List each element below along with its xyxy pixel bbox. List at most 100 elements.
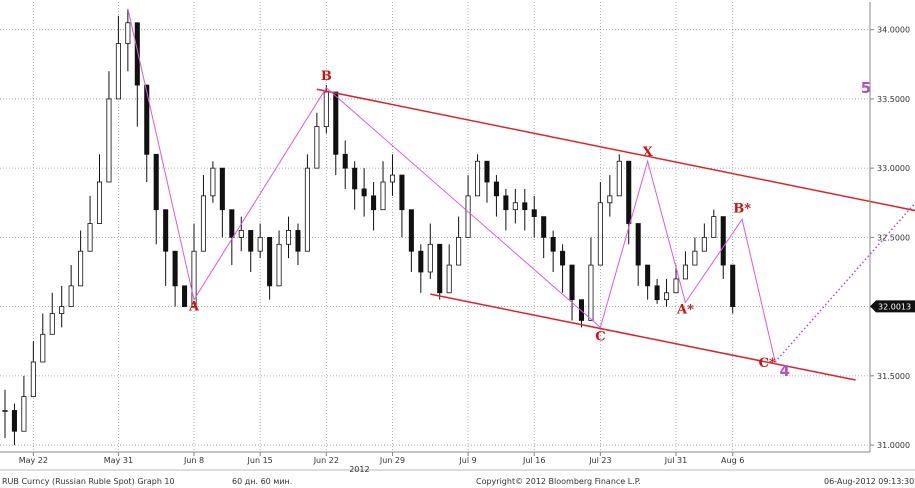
candle <box>21 375 27 432</box>
candle-body <box>182 285 188 308</box>
candle-body <box>503 195 509 211</box>
candle <box>200 175 206 252</box>
candle <box>380 161 386 211</box>
candle-body <box>163 209 169 252</box>
candle-body <box>229 209 235 238</box>
candle-body <box>40 333 46 363</box>
candle <box>125 8 131 72</box>
candle-body <box>446 264 452 294</box>
candle <box>333 91 339 176</box>
candle <box>78 230 84 287</box>
candle <box>456 216 462 266</box>
x-year-label: 2012 <box>349 465 369 474</box>
trendlines <box>127 8 915 381</box>
candle <box>550 230 556 272</box>
candle <box>682 251 688 280</box>
wave-label: X <box>643 145 654 160</box>
candle-body <box>96 181 103 224</box>
candle-body <box>692 250 698 266</box>
candle <box>701 223 707 252</box>
candle-body <box>418 250 424 273</box>
candle <box>427 223 433 279</box>
candle-body <box>342 153 348 169</box>
candle <box>96 154 103 224</box>
candle-body <box>144 84 150 155</box>
candle-body <box>616 160 622 197</box>
candle <box>191 223 197 308</box>
candle <box>314 112 320 169</box>
candle-body <box>711 216 717 238</box>
x-tick-label: Jul 23 <box>588 456 611 465</box>
grid <box>0 2 870 452</box>
copyright-label: Copyright© 2012 Bloomberg Finance L.P. <box>476 477 641 486</box>
candle <box>493 175 499 217</box>
candle-body <box>569 264 575 301</box>
candlesticks <box>2 8 736 446</box>
candle <box>673 265 679 294</box>
x-tick-label: Jun 8 <box>183 456 204 465</box>
candle <box>522 188 528 231</box>
candle <box>257 223 263 259</box>
candle <box>560 244 566 293</box>
candle-body <box>531 209 537 218</box>
candle-body <box>522 202 528 211</box>
y-tick-label: 33.0000 <box>877 164 910 173</box>
candle-body <box>125 22 131 44</box>
candle <box>68 265 74 308</box>
candle-body <box>597 202 603 266</box>
candle-body <box>238 230 244 238</box>
candle-body <box>682 264 688 280</box>
candle-body <box>153 153 159 211</box>
candle-body <box>635 223 641 266</box>
candle-body <box>654 285 660 301</box>
candle <box>182 285 188 308</box>
y-tick-label: 34.0000 <box>877 26 910 35</box>
wave-label: C* <box>759 356 776 371</box>
channel-lower-line <box>430 293 856 381</box>
candle-body <box>2 410 8 412</box>
x-tick-label: Jun 22 <box>313 456 339 465</box>
candle-body <box>59 306 65 314</box>
candle <box>87 195 93 252</box>
candle <box>408 209 414 272</box>
last-price-label: 32.0013 <box>878 302 911 311</box>
candle <box>323 85 329 134</box>
candle-body <box>550 236 556 252</box>
candle <box>645 264 651 300</box>
candle-body <box>134 22 140 86</box>
candle <box>484 160 490 203</box>
candle-body <box>664 292 670 301</box>
candle <box>578 299 585 328</box>
candle-body <box>465 195 471 238</box>
candle-body <box>588 264 594 321</box>
candle <box>106 71 112 183</box>
candle-body <box>484 160 490 183</box>
x-tick-label: Jun 29 <box>379 456 405 465</box>
candle <box>569 264 575 321</box>
timestamp-label: 06-Aug-2012 09:13:30 <box>824 477 914 486</box>
candle <box>607 175 613 217</box>
candle <box>531 195 537 238</box>
candle <box>304 154 310 252</box>
candle <box>437 243 443 300</box>
candle-body <box>267 236 273 287</box>
candle-body <box>437 243 443 294</box>
candle <box>115 15 121 100</box>
candle <box>475 154 481 197</box>
candle-body <box>21 396 27 432</box>
candle-body <box>219 167 225 211</box>
candle-body <box>352 167 358 190</box>
candle <box>399 174 405 238</box>
candle <box>588 237 594 321</box>
candle-body <box>456 236 462 266</box>
candle-body <box>626 160 632 224</box>
candle <box>59 285 65 328</box>
axes: 31.000031.500032.000032.500033.000033.50… <box>0 2 915 474</box>
candle-body <box>30 361 36 398</box>
candle <box>664 278 670 307</box>
candle-body <box>191 250 197 308</box>
wave-label: A* <box>676 302 694 317</box>
period-label: 60 дн. 60 мин. <box>232 477 292 486</box>
candle-body <box>200 195 206 252</box>
candle-body <box>257 236 263 252</box>
